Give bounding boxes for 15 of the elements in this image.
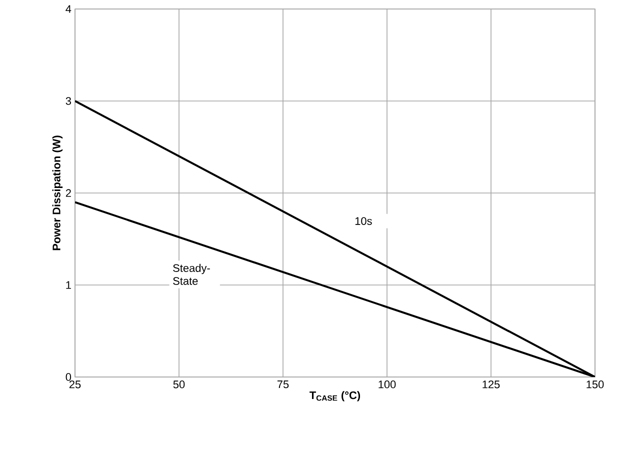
x-tick-label: 75 — [277, 380, 289, 388]
x-axis-title: T$_{CASE}$ (°C) — [310, 391, 360, 402]
y-tick-label: 1 — [66, 281, 71, 289]
y-tick-label: 3 — [66, 97, 71, 105]
series-label: Steady-State — [173, 264, 210, 285]
x-tick-label: 25 — [69, 380, 81, 388]
y-tick-label: 0 — [66, 373, 72, 381]
y-tick-label: 4 — [66, 5, 72, 13]
x-tick-label: 100 — [378, 380, 396, 388]
x-tick-label: 125 — [482, 380, 500, 388]
x-tick-label: 150 — [586, 380, 604, 388]
x-tick-label: 50 — [173, 380, 185, 388]
text: 10s — [355, 217, 372, 225]
y-axis-title: Power Dissipation (W) — [52, 136, 63, 250]
y-tick-label: 2 — [66, 189, 71, 197]
